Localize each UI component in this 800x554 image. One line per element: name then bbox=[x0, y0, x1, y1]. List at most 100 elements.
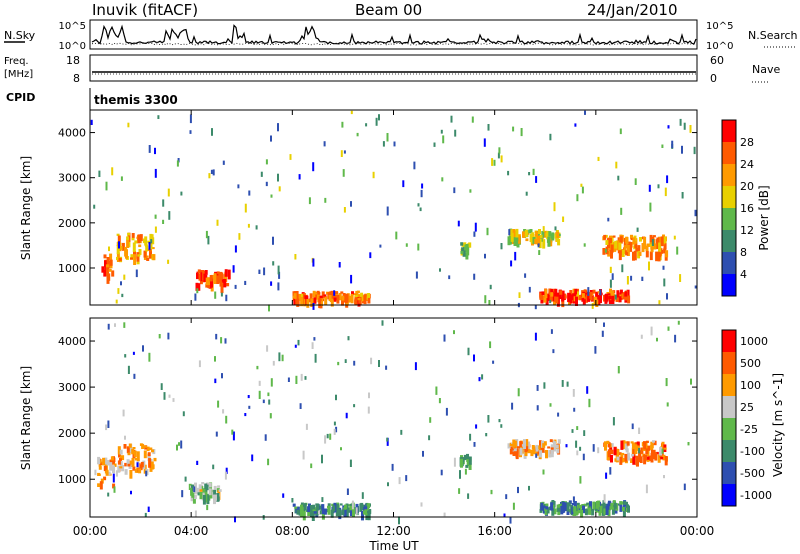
heatmap-cell bbox=[97, 483, 101, 487]
heatmap-cell bbox=[144, 236, 148, 246]
heatmap-cell bbox=[548, 288, 552, 296]
heatmap-cell bbox=[534, 238, 538, 245]
heatmap-cell bbox=[129, 470, 133, 479]
heatmap-cell bbox=[138, 244, 142, 248]
heatmap-cell bbox=[592, 289, 596, 294]
heatmap-cell bbox=[330, 509, 334, 518]
scatter-echo bbox=[220, 337, 223, 344]
scatter-echo bbox=[385, 365, 388, 370]
heatmap-cell bbox=[151, 237, 155, 245]
scatter-echo bbox=[405, 243, 408, 247]
scatter-echo bbox=[459, 470, 461, 479]
scatter-echo bbox=[481, 374, 484, 380]
scatter-echo bbox=[133, 373, 136, 379]
heatmap-cell bbox=[646, 243, 650, 247]
scatter-echo bbox=[207, 235, 210, 245]
scatter-echo bbox=[340, 150, 343, 157]
scatter-echo bbox=[650, 326, 653, 336]
scatter-echo bbox=[386, 133, 389, 142]
colorbar-segment bbox=[722, 352, 736, 374]
heatmap-cell bbox=[658, 242, 662, 253]
freq-tick-bottom: 8 bbox=[73, 72, 80, 85]
scatter-echo bbox=[154, 226, 157, 233]
scatter-echo bbox=[681, 192, 684, 199]
heatmap-cell bbox=[663, 236, 667, 244]
scatter-echo bbox=[198, 360, 201, 368]
heatmap-cell bbox=[110, 456, 114, 461]
heatmap-cell bbox=[128, 464, 132, 469]
heatmap-cell bbox=[608, 296, 612, 300]
scatter-echo bbox=[505, 494, 508, 500]
heatmap-cell bbox=[510, 446, 514, 451]
heatmap-cell bbox=[554, 288, 558, 297]
scatter-echo bbox=[212, 464, 215, 470]
scatter-echo bbox=[299, 403, 302, 409]
scatter-echo bbox=[572, 496, 575, 503]
heatmap-cell bbox=[103, 254, 107, 259]
heatmap-cell bbox=[223, 279, 227, 288]
scatter-echo bbox=[116, 256, 118, 261]
heatmap-cell bbox=[293, 293, 297, 299]
heatmap-cell bbox=[645, 245, 649, 252]
scatter-echo bbox=[592, 444, 595, 452]
heatmap-cell bbox=[638, 251, 642, 256]
heatmap-cell bbox=[300, 297, 304, 307]
scatter-echo bbox=[168, 211, 171, 220]
heatmap-cell bbox=[341, 296, 345, 301]
noise-search-trace bbox=[92, 42, 697, 46]
colorbar-tick-label: 12 bbox=[740, 224, 754, 237]
heatmap-cell bbox=[363, 510, 366, 515]
heatmap-cell bbox=[548, 231, 552, 237]
scatter-echo bbox=[413, 161, 416, 170]
scatter-echo bbox=[340, 447, 342, 451]
heatmap-cell bbox=[127, 232, 131, 236]
heatmap-cell bbox=[137, 234, 141, 244]
heatmap-cell bbox=[545, 503, 549, 507]
scatter-echo bbox=[511, 402, 514, 410]
scatter-echo bbox=[509, 517, 512, 524]
scatter-echo bbox=[347, 336, 350, 341]
scatter-echo bbox=[105, 424, 108, 431]
heatmap-cell bbox=[583, 289, 587, 293]
heatmap-cell bbox=[647, 445, 651, 451]
heatmap-cell bbox=[660, 236, 664, 247]
colorbar-segment bbox=[722, 208, 736, 230]
velocity-ylabel: Slant Range [km] bbox=[19, 366, 33, 470]
heatmap-cell bbox=[126, 236, 130, 240]
colorbar-segment bbox=[722, 120, 736, 142]
scatter-echo bbox=[443, 334, 446, 342]
scatter-echo bbox=[196, 460, 199, 465]
heatmap-cell bbox=[203, 273, 207, 283]
heatmap-cell bbox=[551, 507, 555, 516]
heatmap-cell bbox=[344, 504, 347, 510]
heatmap-cell bbox=[321, 504, 325, 510]
velocity-colorbar-label: Velocity [m s^-1] bbox=[771, 373, 785, 477]
heatmap-cell bbox=[208, 488, 212, 496]
heatmap-cell bbox=[652, 449, 656, 459]
scatter-echo bbox=[492, 360, 495, 364]
heatmap-cell bbox=[126, 239, 130, 248]
scatter-echo bbox=[90, 119, 93, 125]
scatter-echo bbox=[365, 123, 368, 127]
heatmap-cell bbox=[660, 457, 664, 460]
heatmap-cell bbox=[663, 248, 667, 254]
scatter-echo bbox=[343, 207, 346, 213]
heatmap-cell bbox=[131, 233, 135, 239]
heatmap-cell bbox=[133, 255, 137, 265]
heatmap-cell bbox=[528, 229, 532, 234]
heatmap-cell bbox=[515, 228, 519, 238]
heatmap-cell bbox=[217, 275, 220, 281]
heatmap-cell bbox=[589, 291, 593, 299]
freq-panel-frame bbox=[89, 54, 698, 82]
heatmap-cell bbox=[465, 244, 469, 252]
heatmap-cell bbox=[595, 501, 599, 510]
scatter-echo bbox=[163, 392, 166, 400]
scatter-echo bbox=[215, 431, 218, 437]
heatmap-cell bbox=[220, 272, 224, 281]
heatmap-cell bbox=[143, 464, 147, 474]
heatmap-cell bbox=[603, 234, 607, 240]
scatter-echo bbox=[591, 303, 594, 309]
scatter-echo bbox=[333, 290, 336, 296]
heatmap-cell bbox=[527, 441, 531, 451]
scatter-echo bbox=[268, 399, 271, 405]
